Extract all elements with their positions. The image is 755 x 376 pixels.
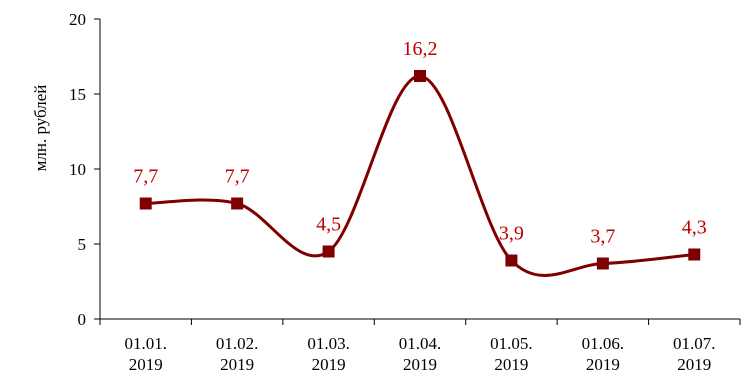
y-axis-title: млн. рублей bbox=[31, 85, 50, 172]
data-point-marker bbox=[231, 197, 244, 210]
data-label: 3,7 bbox=[590, 226, 615, 248]
x-tick-label-line: 01.02. bbox=[216, 334, 259, 353]
data-point-marker bbox=[688, 248, 701, 261]
data-label: 7,7 bbox=[225, 166, 250, 188]
x-tick-label-line: 01.07. bbox=[673, 334, 716, 353]
y-ticks: 0 5 10 15 20 bbox=[69, 10, 100, 329]
y-tick-label: 15 bbox=[69, 85, 86, 104]
data-labels: 7,7 7,7 4,5 16,2 3,9 3,7 4,3 bbox=[133, 38, 707, 248]
x-tick-label-line: 01.01. bbox=[124, 334, 167, 353]
data-point-marker bbox=[139, 197, 152, 210]
x-tick-label-line: 2019 bbox=[129, 355, 163, 374]
x-ticks: 01.01. 2019 01.02. 2019 01.03. 2019 01.04. 2019… bbox=[99, 319, 741, 374]
x-tick-label-line: 2019 bbox=[494, 355, 528, 374]
x-tick-label: 01.04. 2019 bbox=[399, 334, 442, 374]
x-tick-label: 01.01. 2019 bbox=[124, 334, 167, 374]
data-point-marker bbox=[596, 257, 609, 270]
x-tick-label-line: 2019 bbox=[403, 355, 437, 374]
x-tick-label: 01.02. 2019 bbox=[216, 334, 259, 374]
data-label: 16,2 bbox=[403, 38, 438, 60]
y-tick-label: 5 bbox=[78, 235, 87, 254]
data-label: 3,9 bbox=[499, 223, 524, 245]
x-tick-label-line: 2019 bbox=[312, 355, 346, 374]
data-point-marker bbox=[414, 70, 426, 82]
x-tick-label: 01.06. 2019 bbox=[582, 334, 625, 374]
x-tick-label-line: 01.05. bbox=[490, 334, 533, 353]
y-tick-label: 20 bbox=[69, 10, 86, 29]
x-tick-label-line: 01.03. bbox=[307, 334, 350, 353]
data-point-marker bbox=[322, 245, 335, 258]
x-tick-label: 01.03. 2019 bbox=[307, 334, 350, 374]
x-tick-label-line: 2019 bbox=[220, 355, 254, 374]
y-tick-label: 10 bbox=[69, 160, 86, 179]
x-tick-label: 01.05. 2019 bbox=[490, 334, 533, 374]
x-tick-label: 01.07. 2019 bbox=[673, 334, 716, 374]
data-label: 7,7 bbox=[133, 166, 158, 188]
data-label: 4,3 bbox=[682, 217, 707, 239]
x-tick-label-line: 01.06. bbox=[582, 334, 625, 353]
series-markers bbox=[139, 70, 701, 270]
x-tick-label-line: 2019 bbox=[677, 355, 711, 374]
data-point-marker bbox=[505, 254, 518, 267]
y-tick-label: 0 bbox=[78, 310, 87, 329]
x-tick-label-line: 01.04. bbox=[399, 334, 442, 353]
y-axis-title-group: млн. рублей bbox=[31, 85, 50, 172]
data-label: 4,5 bbox=[316, 214, 341, 236]
x-tick-label-line: 2019 bbox=[586, 355, 620, 374]
